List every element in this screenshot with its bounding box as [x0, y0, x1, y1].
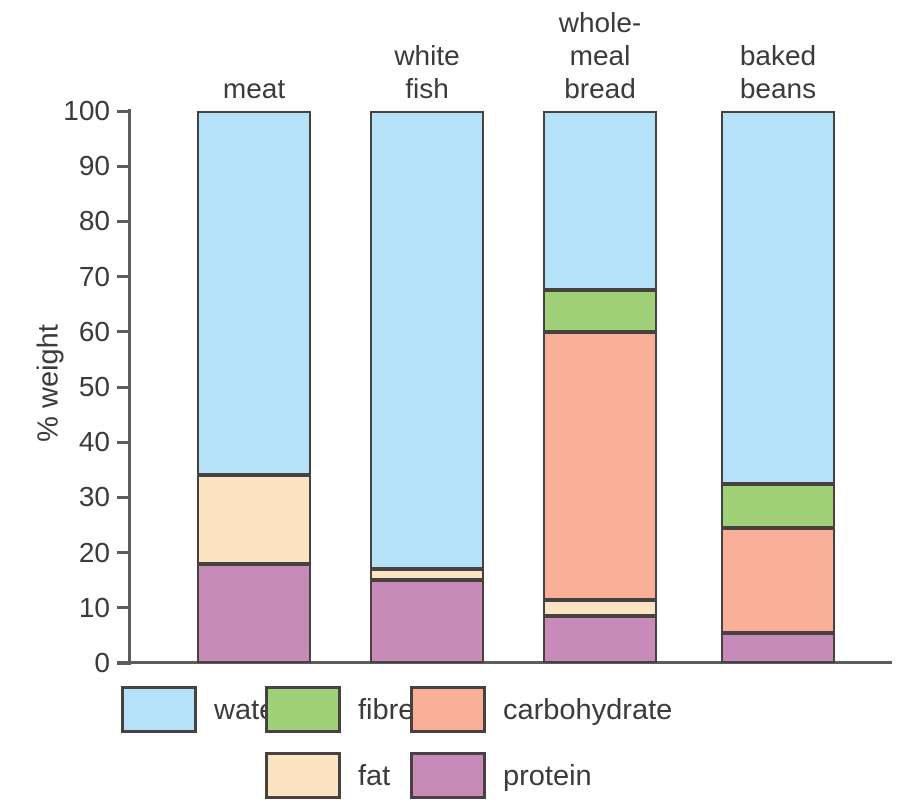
y-axis-tick: [117, 440, 130, 444]
segment-whole-meal-bread-carbohydrate: [543, 331, 657, 600]
segment-whole-meal-bread-fat: [543, 599, 657, 617]
y-axis-tick-label: 0: [94, 647, 110, 678]
y-axis-tick: [117, 495, 130, 499]
y-axis-tick: [117, 606, 130, 610]
y-axis-tick-label: 10: [78, 591, 110, 623]
legend-label-fibre: fibre: [358, 693, 415, 726]
legend-label-carbohydrate: carbohydrate: [503, 693, 673, 726]
bar-label-whole-meal-bread: whole-meal bread: [558, 7, 642, 104]
y-axis-tick-label: 60: [78, 315, 110, 347]
y-axis-tick-label: 100: [63, 95, 110, 126]
legend-label-protein: protein: [503, 759, 592, 792]
y-axis-tick-label: 70: [78, 260, 110, 292]
y-axis-tick: [117, 330, 130, 334]
y-axis-tick: [117, 109, 130, 113]
y-axis-tick: [117, 661, 130, 665]
y-axis-tick: [117, 164, 130, 168]
bar-label-meat: meat: [222, 73, 286, 104]
legend-swatch-water: [121, 686, 197, 733]
y-axis-tick: [117, 219, 130, 223]
segment-whole-meal-bread-fibre: [543, 290, 657, 332]
segment-baked-beans-water: [721, 111, 835, 484]
legend-swatch-protein: [410, 752, 486, 799]
segment-white-fish-fat: [370, 569, 484, 581]
y-axis-tick-label: 90: [78, 150, 110, 182]
segment-meat-water: [197, 111, 311, 476]
x-axis-line: [117, 661, 892, 664]
y-axis-tick: [117, 551, 130, 555]
segment-baked-beans-protein: [721, 632, 835, 663]
bar-label-white-fish: white fish: [394, 40, 460, 104]
segment-meat-protein: [197, 563, 311, 663]
legend-swatch-carbohydrate: [410, 686, 486, 733]
legend-label-fat: fat: [358, 759, 391, 792]
y-axis-tick: [117, 385, 130, 389]
y-axis-tick-label: 40: [78, 426, 110, 458]
segment-white-fish-protein: [370, 580, 484, 663]
segment-whole-meal-bread-water: [543, 111, 657, 291]
bar-label-baked-beans: baked beans: [739, 40, 817, 104]
legend-swatch-fibre: [265, 686, 341, 733]
segment-baked-beans-fibre: [721, 483, 835, 528]
y-axis-tick-label: 30: [78, 481, 110, 513]
segment-meat-fat: [197, 475, 311, 564]
legend-swatch-fat: [265, 752, 341, 799]
segment-whole-meal-bread-protein: [543, 616, 657, 663]
segment-baked-beans-carbohydrate: [721, 527, 835, 633]
y-axis-tick-label: 20: [78, 536, 110, 568]
y-axis-tick-label: 80: [78, 205, 110, 237]
segment-white-fish-water: [370, 111, 484, 570]
y-axis-tick-label: 50: [78, 371, 110, 402]
y-axis-tick: [117, 275, 130, 279]
